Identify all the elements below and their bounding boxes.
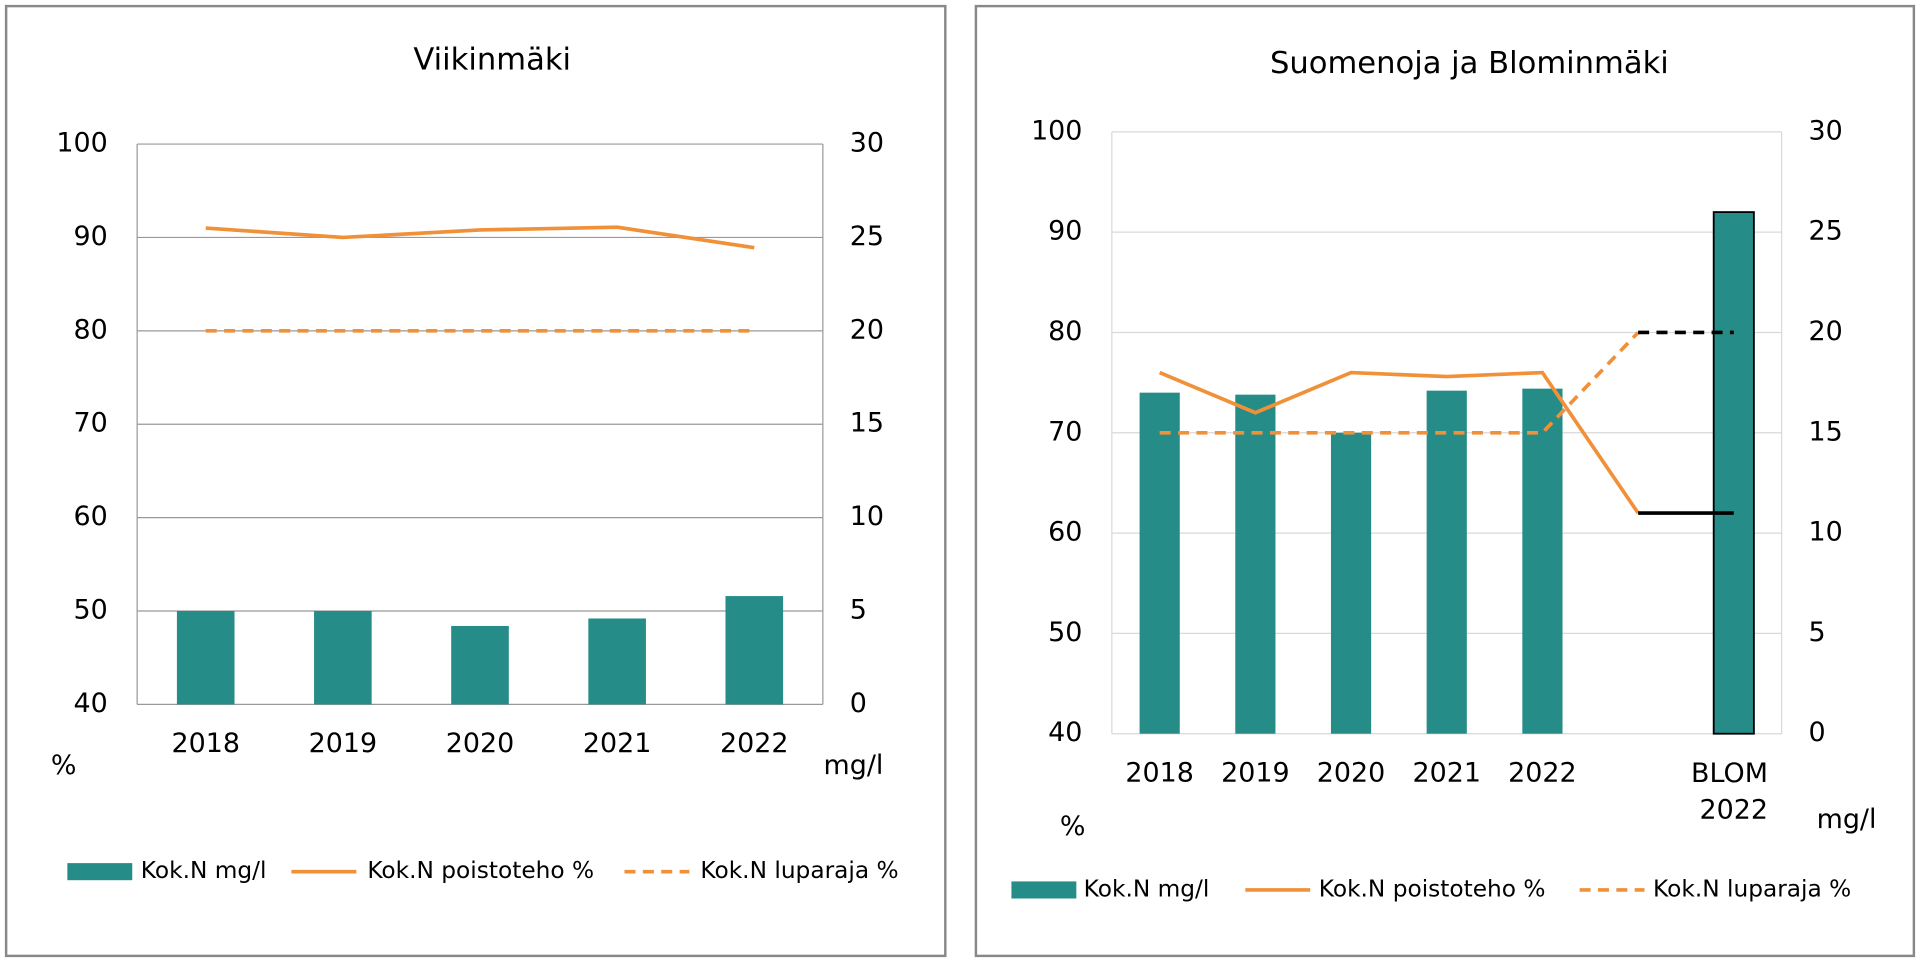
y2-axis-label: mg/l: [1817, 804, 1877, 835]
bar: [1426, 390, 1467, 734]
x-tick-label: 2022: [720, 728, 789, 759]
y-axis-label: %: [1060, 811, 1086, 842]
bar: [588, 618, 646, 705]
y-tick-label: 50: [74, 595, 108, 626]
bar: [1330, 432, 1372, 734]
y2-tick-label: 25: [850, 221, 884, 252]
legend-swatch: [1011, 881, 1077, 899]
y-tick-label: 80: [1048, 316, 1082, 347]
y2-tick-label: 20: [1809, 316, 1843, 347]
y-tick-label: 70: [74, 408, 108, 439]
y-tick-label: 90: [74, 221, 108, 252]
y2-tick-label: 5: [850, 595, 867, 626]
bar: [314, 611, 372, 705]
y2-tick-label: 20: [850, 314, 884, 345]
chart-title: Viikinmäki: [413, 43, 571, 78]
x-tick-label: 2019: [1221, 758, 1290, 789]
x-tick-label: 2019: [309, 728, 378, 759]
y2-tick-label: 10: [1809, 517, 1843, 548]
y2-axis-label: mg/l: [824, 750, 884, 781]
x-tick-label: 2018: [1125, 758, 1194, 789]
legend-label: Kok.N poistoteho %: [367, 857, 594, 884]
bar: [451, 625, 509, 705]
x-tick-label: 2022: [1508, 758, 1577, 789]
y-tick-label: 100: [1031, 115, 1082, 146]
y-tick-label: 100: [56, 128, 107, 159]
x-tick-label: 2020: [446, 728, 515, 759]
y-tick-label: 40: [1048, 717, 1082, 748]
x-tick-label: 2021: [583, 728, 652, 759]
y-tick-label: 50: [1048, 617, 1082, 648]
y2-tick-label: 30: [850, 128, 884, 159]
bar: [1235, 394, 1276, 734]
bar: [1712, 211, 1755, 735]
y2-tick-label: 15: [1809, 416, 1843, 447]
y-tick-label: 70: [1048, 416, 1082, 447]
legend-label: Kok.N luparaja %: [1653, 875, 1851, 902]
panel: [4, 4, 947, 958]
line: [205, 225, 755, 250]
y2-tick-label: 0: [850, 688, 867, 719]
bar: [176, 611, 235, 705]
y-tick-label: 60: [1048, 517, 1082, 548]
legend-label: Kok.N mg/l: [1084, 875, 1210, 902]
y2-tick-label: 15: [850, 408, 884, 439]
y2-tick-label: 0: [1809, 717, 1826, 748]
x-tick-label: 2021: [1412, 758, 1481, 789]
y-axis-label: %: [51, 750, 77, 781]
x-tick-label: BLOM 2022: [1691, 758, 1776, 826]
y2-tick-label: 5: [1809, 617, 1826, 648]
y-tick-label: 60: [74, 501, 108, 532]
line: [1159, 331, 1640, 435]
bar: [725, 596, 784, 705]
bar: [1139, 392, 1180, 734]
y2-tick-label: 10: [850, 501, 884, 532]
bar: [1522, 388, 1563, 734]
y-tick-label: 90: [1048, 216, 1082, 247]
legend-label: Kok.N mg/l: [141, 857, 267, 884]
x-tick-label: 2018: [171, 728, 240, 759]
y2-tick-label: 25: [1809, 216, 1843, 247]
legend-label: Kok.N luparaja %: [700, 857, 898, 884]
legend-swatch: [67, 863, 133, 881]
y-tick-label: 40: [74, 688, 108, 719]
chart-title: Suomenoja ja Blominmäki: [1270, 46, 1669, 81]
x-tick-label: 2020: [1317, 758, 1386, 789]
legend-label: Kok.N poistoteho %: [1319, 875, 1546, 902]
y-tick-label: 80: [74, 314, 108, 345]
y2-tick-label: 30: [1809, 115, 1843, 146]
line: [1158, 370, 1640, 515]
